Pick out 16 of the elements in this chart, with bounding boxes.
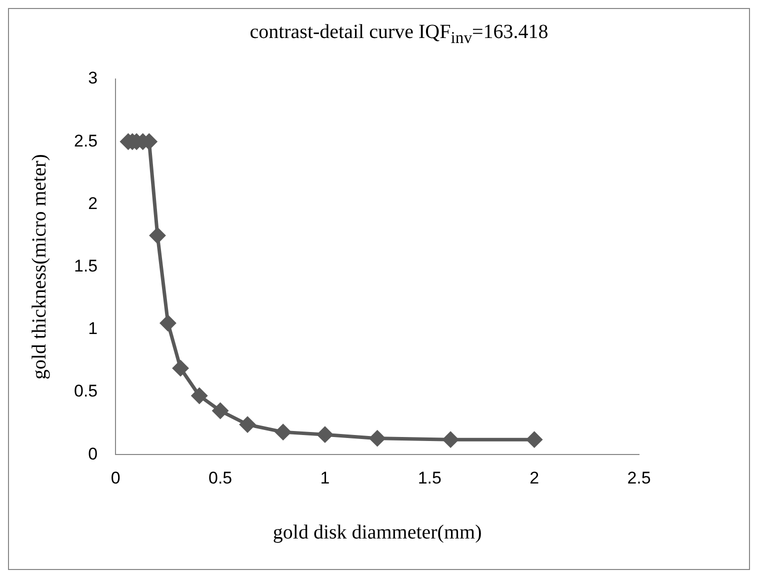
x-tick-label: 0: [110, 468, 120, 488]
y-tick-label: 1.5: [74, 256, 98, 276]
x-tick-label: 1: [320, 468, 330, 488]
y-tick-label: 0: [88, 444, 98, 464]
y-tick-label: 1: [88, 319, 98, 338]
y-tick-label: 2: [88, 194, 98, 213]
x-tick-label: 2: [530, 468, 540, 488]
x-axis-title: gold disk diammeter(mm): [272, 521, 482, 544]
x-tick-label: 2.5: [627, 468, 651, 488]
chart-title: contrast-detail curve IQF$_{inv}$=163.418: [248, 21, 550, 48]
y-tick-label: 3: [88, 68, 98, 88]
y-axis-title: gold thickness(micro meter): [28, 154, 50, 380]
x-tick-label: 0.5: [208, 468, 232, 488]
x-tick-label: 1.5: [418, 468, 442, 488]
y-tick-label: 2.5: [74, 131, 98, 150]
y-tick-label: 0.5: [74, 382, 98, 401]
